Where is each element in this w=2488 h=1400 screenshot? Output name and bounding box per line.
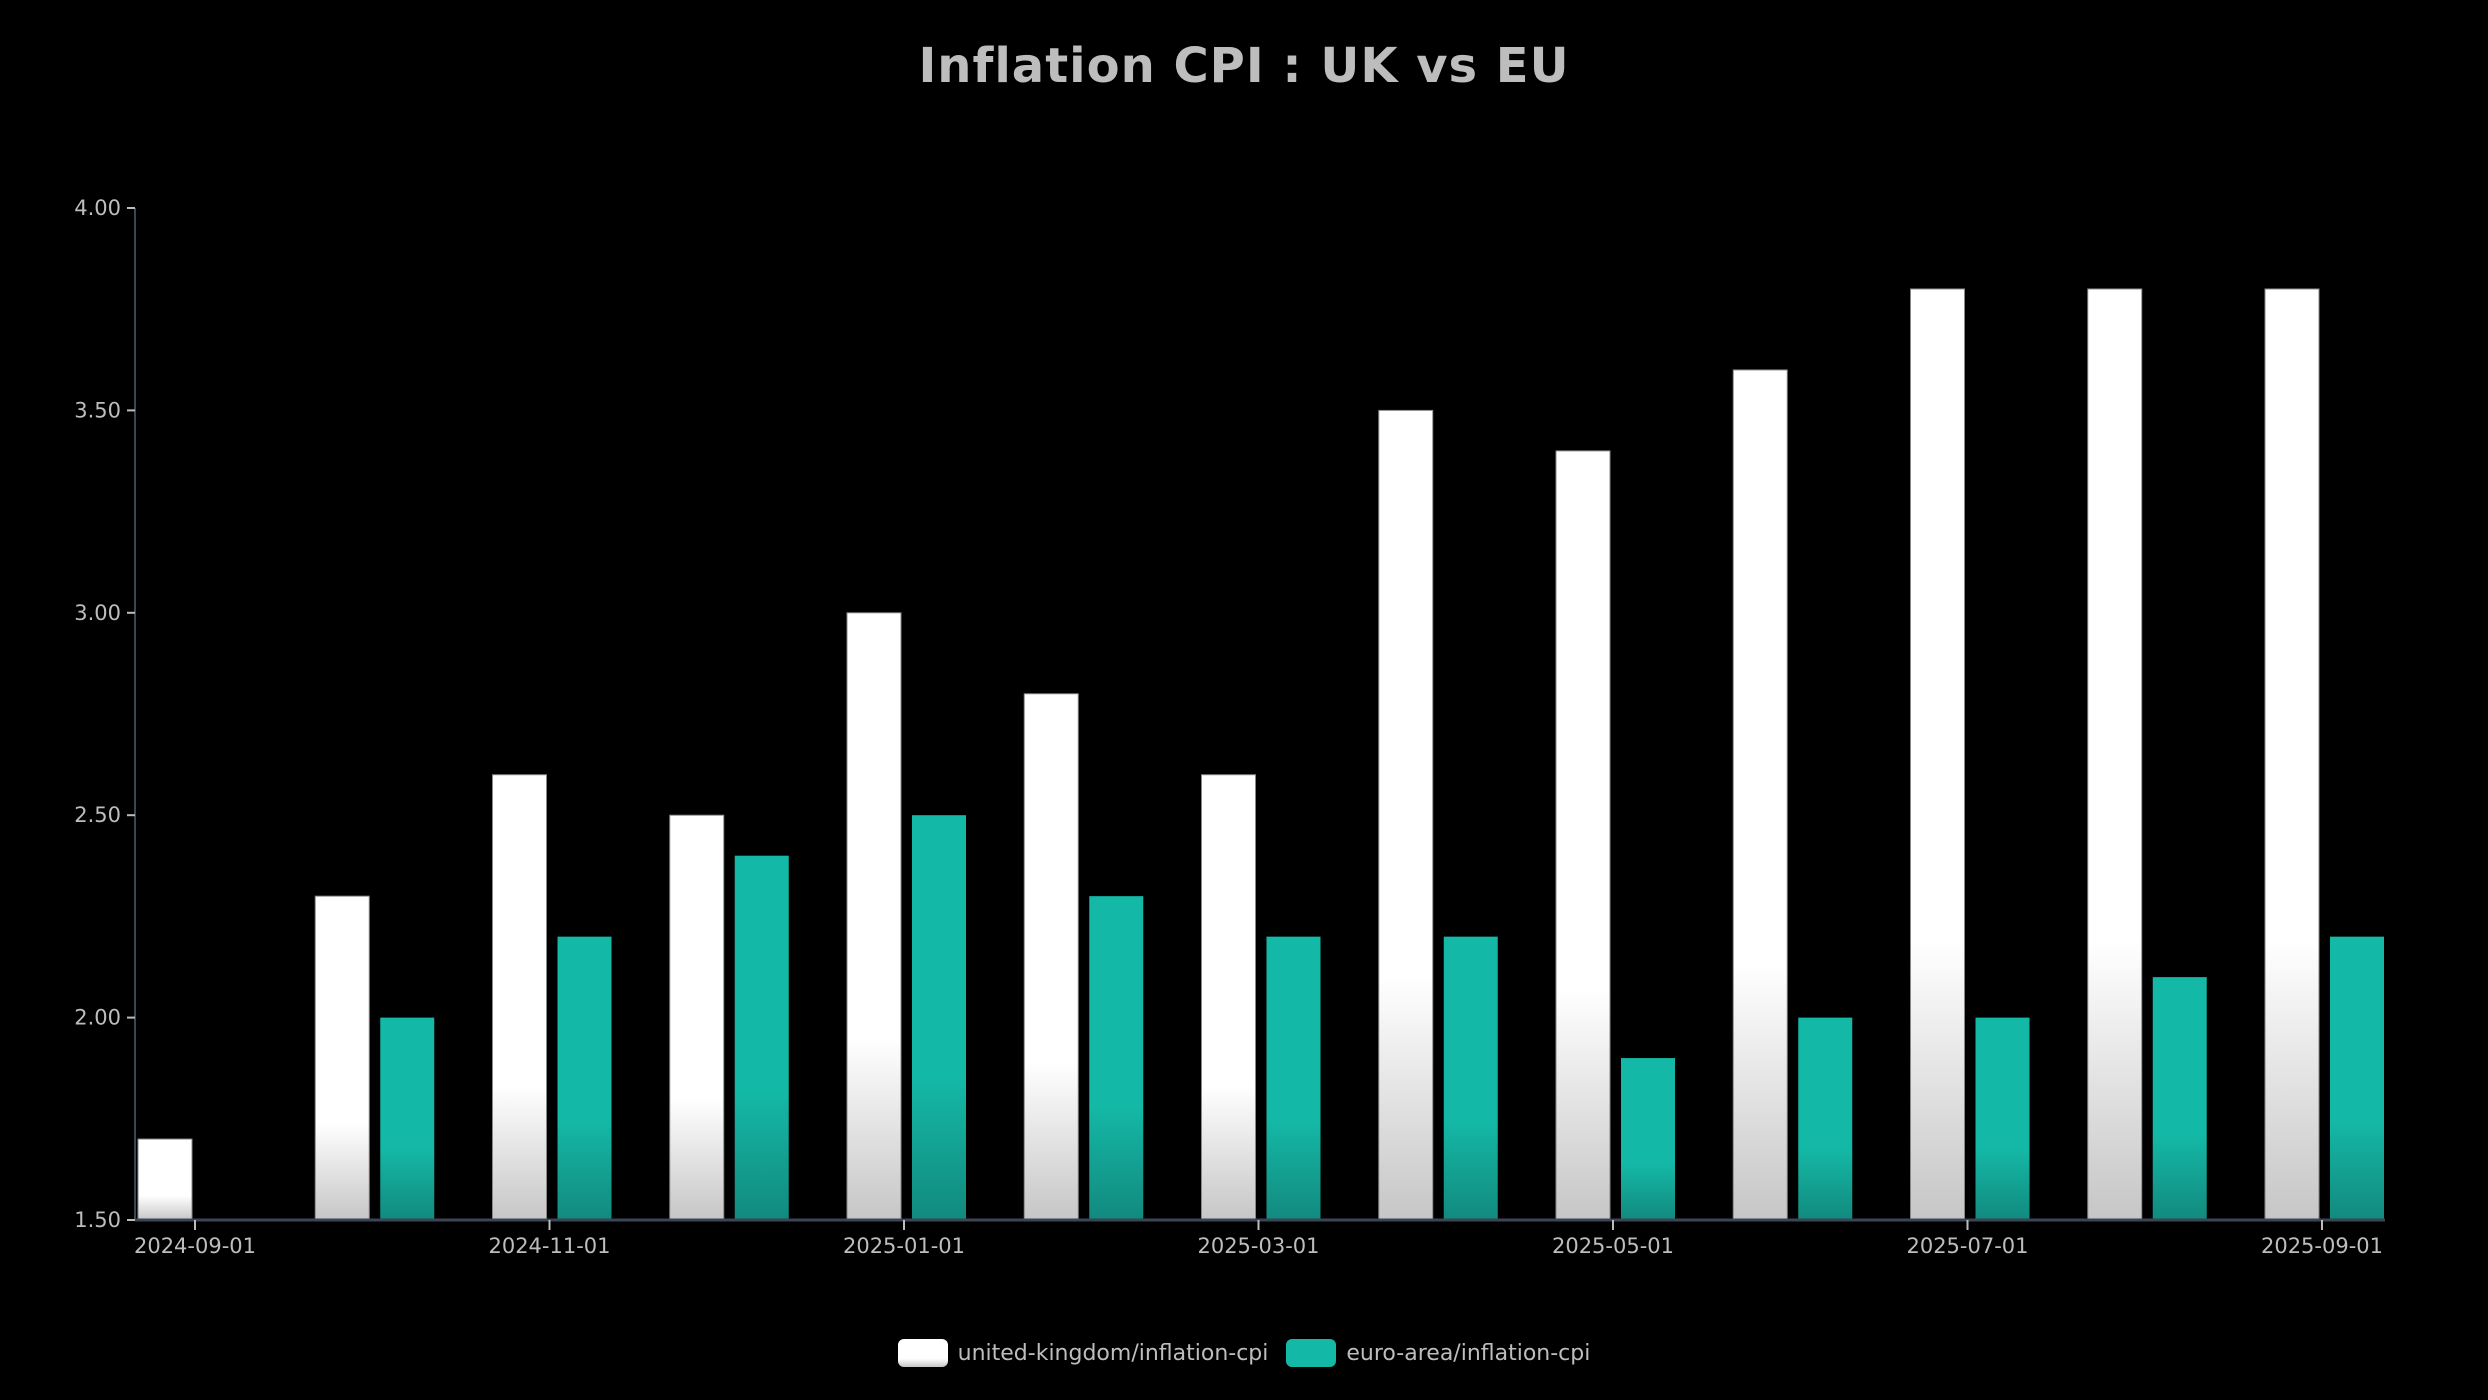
eu-bar bbox=[1798, 1017, 1853, 1220]
uk-bar bbox=[669, 814, 725, 1221]
uk-bar bbox=[492, 774, 547, 1221]
x-tick-label: 2025-05-01 bbox=[1552, 1234, 1674, 1258]
eu-bar bbox=[1266, 936, 1321, 1220]
x-tick-label: 2025-01-01 bbox=[843, 1234, 965, 1258]
legend-label-uk: united-kingdom/inflation-cpi bbox=[957, 1340, 1269, 1366]
uk-bar bbox=[1555, 450, 1611, 1221]
legend-item-uk[interactable]: united-kingdom/inflation-cpi bbox=[897, 1339, 1269, 1367]
y-tick-label: 1.50 bbox=[74, 1208, 121, 1232]
uk-bar bbox=[1378, 409, 1434, 1221]
eu-bar bbox=[1621, 1058, 1675, 1220]
uk-bar bbox=[846, 612, 902, 1221]
legend: united-kingdom/inflation-cpi euro-area/i… bbox=[0, 1339, 2488, 1367]
eu-bar bbox=[912, 815, 966, 1220]
uk-bar bbox=[1023, 693, 1079, 1221]
x-tick-label: 2024-09-01 bbox=[134, 1234, 256, 1258]
legend-swatch-eu bbox=[1286, 1339, 1337, 1367]
eu-bar bbox=[734, 855, 789, 1220]
y-tick-label: 4.00 bbox=[74, 196, 121, 220]
uk-bar bbox=[1732, 369, 1788, 1221]
legend-label-eu: euro-area/inflation-cpi bbox=[1346, 1340, 1591, 1366]
x-tick-label: 2025-03-01 bbox=[1197, 1234, 1319, 1258]
chart-title: Inflation CPI : UK vs EU bbox=[918, 38, 1570, 94]
uk-bar bbox=[137, 1138, 193, 1221]
y-tick-label: 3.00 bbox=[74, 601, 121, 625]
y-tick-label: 2.50 bbox=[74, 803, 121, 827]
eu-bar bbox=[1443, 936, 1498, 1220]
legend-item-eu[interactable]: euro-area/inflation-cpi bbox=[1286, 1339, 1590, 1367]
legend-swatch-uk bbox=[897, 1339, 948, 1367]
uk-bar bbox=[314, 895, 370, 1221]
uk-bar bbox=[2087, 288, 2143, 1221]
eu-bar bbox=[1089, 896, 1144, 1220]
eu-bar bbox=[380, 1017, 435, 1220]
eu-bar bbox=[2330, 936, 2384, 1220]
eu-bar bbox=[2152, 977, 2207, 1220]
uk-bar bbox=[1910, 288, 1965, 1221]
x-tick-label: 2025-09-01 bbox=[2261, 1234, 2383, 1258]
y-tick-label: 2.00 bbox=[74, 1006, 121, 1030]
eu-bar bbox=[1975, 1017, 2030, 1220]
y-tick-label: 3.50 bbox=[74, 398, 121, 422]
uk-bar bbox=[1201, 774, 1256, 1221]
eu-bar bbox=[557, 936, 612, 1220]
uk-bar bbox=[2264, 288, 2320, 1221]
x-tick-label: 2025-07-01 bbox=[1906, 1234, 2028, 1258]
x-tick-label: 2024-11-01 bbox=[488, 1234, 610, 1258]
